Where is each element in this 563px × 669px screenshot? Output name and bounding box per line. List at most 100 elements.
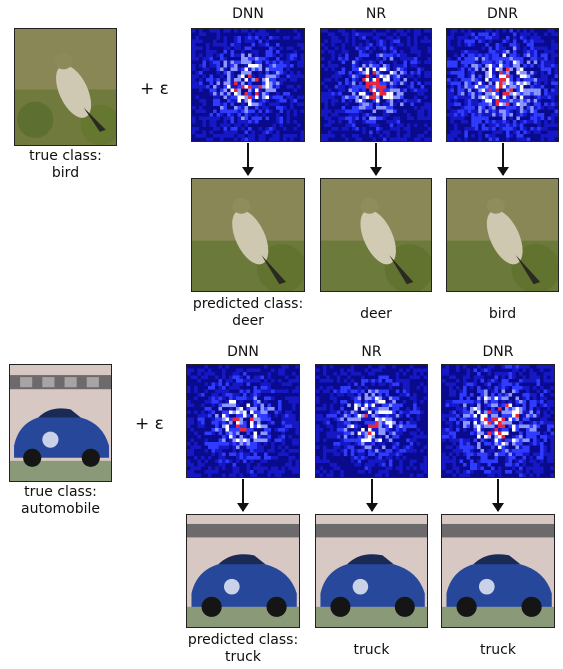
noise-pixel xyxy=(260,407,265,411)
noise-pixel xyxy=(331,50,335,54)
noise-pixel xyxy=(236,466,240,471)
noise-pixel xyxy=(223,71,228,75)
noise-pixel xyxy=(537,92,541,96)
noise-pixel xyxy=(376,36,380,40)
noise-pixel xyxy=(550,466,554,471)
noise-pixel xyxy=(512,53,517,58)
noise-pixel xyxy=(338,109,342,114)
noise-pixel xyxy=(357,431,362,436)
noise-pixel xyxy=(227,81,231,86)
noise-pixel xyxy=(385,466,389,471)
noise-pixel xyxy=(403,81,408,86)
noise-pixel xyxy=(537,120,541,124)
noise-pixel xyxy=(452,393,457,397)
noise-pixel xyxy=(244,95,249,100)
noise-pixel xyxy=(322,368,327,373)
noise-pixel xyxy=(369,32,373,37)
noise-pixel xyxy=(473,445,478,450)
noise-pixel xyxy=(526,466,530,471)
noise-pixel xyxy=(447,39,451,44)
noise-pixel xyxy=(477,452,481,457)
noise-pixel xyxy=(327,92,332,96)
noise-pixel xyxy=(447,137,451,141)
noise-pixel xyxy=(281,368,286,373)
noise-pixel xyxy=(211,393,216,397)
noise-pixel xyxy=(194,386,198,390)
noise-pixel xyxy=(409,449,414,453)
noise-pixel xyxy=(378,452,382,457)
noise-pixel xyxy=(385,375,389,380)
arrow-down xyxy=(242,143,254,176)
noise-pixel xyxy=(362,106,366,110)
noise-pixel xyxy=(385,473,389,477)
noise-pixel xyxy=(515,424,520,429)
noise-pixel xyxy=(478,113,482,117)
noise-pixel xyxy=(453,127,458,131)
noise-pixel xyxy=(442,452,446,457)
noise-pixel xyxy=(519,74,524,79)
noise-pixel xyxy=(379,46,383,51)
noise-pixel xyxy=(327,50,332,54)
noise-pixel xyxy=(216,71,221,75)
noise-pixel xyxy=(316,368,320,373)
noise-pixel xyxy=(340,400,344,404)
noise-pixel xyxy=(416,442,421,446)
noise-pixel xyxy=(533,396,537,401)
noise-pixel xyxy=(279,46,284,51)
noise-pixel xyxy=(329,407,334,411)
noise-pixel xyxy=(269,81,273,86)
noise-pixel xyxy=(334,85,339,89)
noise-pixel xyxy=(540,134,545,138)
noise-pixel xyxy=(512,46,517,51)
noise-pixel xyxy=(218,417,223,422)
noise-pixel xyxy=(512,428,516,432)
noise-pixel xyxy=(533,424,537,429)
noise-pixel xyxy=(350,452,355,457)
noise-pixel xyxy=(234,60,238,65)
noise-pixel xyxy=(447,102,451,107)
noise-pixel xyxy=(286,134,291,138)
noise-pixel xyxy=(450,60,455,65)
noise-pixel xyxy=(474,116,479,121)
noise-pixel xyxy=(369,134,373,138)
noise-pixel xyxy=(278,410,282,415)
noise-pixel xyxy=(187,473,191,477)
noise-pixel xyxy=(498,435,502,439)
noise-pixel xyxy=(222,421,226,425)
noise-pixel xyxy=(348,123,353,128)
noise-pixel xyxy=(395,375,400,380)
noise-pixel xyxy=(201,403,205,408)
noise-pixel xyxy=(385,428,389,432)
prediction-caption-dnr: bird xyxy=(488,306,517,322)
noise-pixel xyxy=(248,60,252,65)
noise-pixel xyxy=(269,60,273,65)
noise-pixel xyxy=(345,53,349,58)
noise-pixel xyxy=(547,435,551,439)
noise-pixel xyxy=(413,78,418,82)
noise-pixel xyxy=(327,88,332,93)
noise-pixel xyxy=(519,445,523,450)
noise-pixel xyxy=(554,53,558,58)
noise-pixel xyxy=(187,410,191,415)
noise-pixel xyxy=(491,365,495,369)
noise-pixel xyxy=(413,396,417,401)
noise-pixel xyxy=(197,368,202,373)
noise-pixel xyxy=(378,456,382,460)
noise-pixel xyxy=(396,130,401,135)
noise-pixel xyxy=(501,386,506,390)
noise-pixel xyxy=(236,459,240,464)
noise-pixel xyxy=(459,400,464,404)
noise-pixel xyxy=(473,407,478,411)
noise-pixel xyxy=(533,452,537,457)
noise-pixel xyxy=(533,459,537,464)
noise-pixel xyxy=(218,438,223,443)
noise-pixel xyxy=(372,88,377,93)
noise-pixel xyxy=(213,99,217,103)
noise-pixel xyxy=(519,449,523,453)
noise-pixel xyxy=(495,43,500,47)
noise-pixel xyxy=(385,407,389,411)
noise-pixel xyxy=(449,435,453,439)
noise-pixel xyxy=(395,396,400,401)
noise-pixel xyxy=(279,53,284,58)
noise-pixel xyxy=(264,379,268,383)
